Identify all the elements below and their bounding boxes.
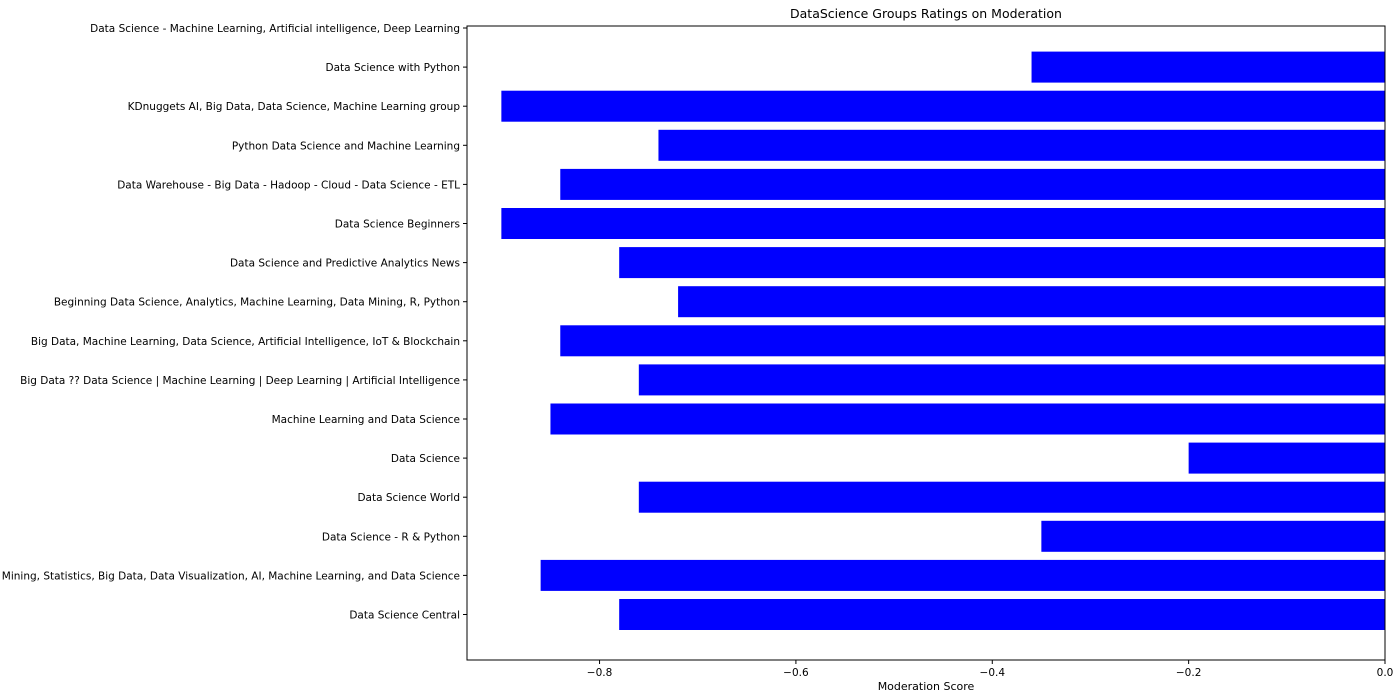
x-tick-label: −0.2 [1176, 667, 1202, 679]
y-tick-label: Data Science - R & Python [322, 531, 460, 543]
bar [501, 90, 1385, 122]
x-axis-label: Moderation Score [878, 680, 975, 693]
bar [560, 325, 1385, 357]
bar [1031, 51, 1385, 83]
bar [678, 286, 1385, 318]
bar [619, 599, 1385, 630]
bar [540, 559, 1385, 591]
bar [619, 247, 1385, 279]
y-tick-label: Beginning Data Science, Analytics, Machi… [54, 297, 460, 309]
y-tick-label: Data Mining, Statistics, Big Data, Data … [0, 570, 460, 582]
bar [560, 168, 1385, 200]
y-tick-label: Big Data ?? Data Science | Machine Learn… [20, 375, 460, 387]
chart-title: DataScience Groups Ratings on Moderation [790, 6, 1062, 21]
plot-frame [466, 25, 1386, 661]
y-tick-label: Python Data Science and Machine Learning [232, 140, 460, 152]
x-tick-label: 0.0 [1377, 667, 1394, 679]
bar [550, 403, 1385, 435]
y-tick-labels: Data Science - Machine Learning, Artific… [0, 23, 467, 622]
bar [1188, 442, 1385, 474]
bar [501, 208, 1385, 239]
y-tick-label: Data Science [391, 453, 460, 465]
x-tick-label: −0.4 [980, 667, 1006, 679]
y-tick-label: Data Science Beginners [335, 219, 460, 231]
y-tick-label: KDnuggets AI, Big Data, Data Science, Ma… [128, 101, 461, 113]
y-tick-label: Big Data, Machine Learning, Data Science… [31, 336, 460, 348]
bars-group [501, 51, 1385, 630]
x-tick-label: −0.8 [587, 667, 613, 679]
y-tick-label: Data Science with Python [326, 62, 460, 74]
y-tick-label: Machine Learning and Data Science [272, 414, 460, 426]
bar [638, 364, 1385, 396]
y-tick-label: Data Science Central [349, 610, 460, 622]
y-tick-label: Data Warehouse - Big Data - Hadoop - Clo… [117, 179, 460, 191]
y-tick-label: Data Science - Machine Learning, Artific… [90, 23, 460, 35]
y-tick-label: Data Science and Predictive Analytics Ne… [230, 258, 460, 270]
x-ticks: −0.8 −0.6 −0.4 −0.2 0.0 [587, 660, 1394, 679]
x-tick-label: −0.6 [783, 667, 809, 679]
bar [638, 481, 1385, 513]
y-tick-label: Data Science World [357, 492, 460, 504]
bar [658, 129, 1385, 161]
bar [1041, 520, 1385, 552]
